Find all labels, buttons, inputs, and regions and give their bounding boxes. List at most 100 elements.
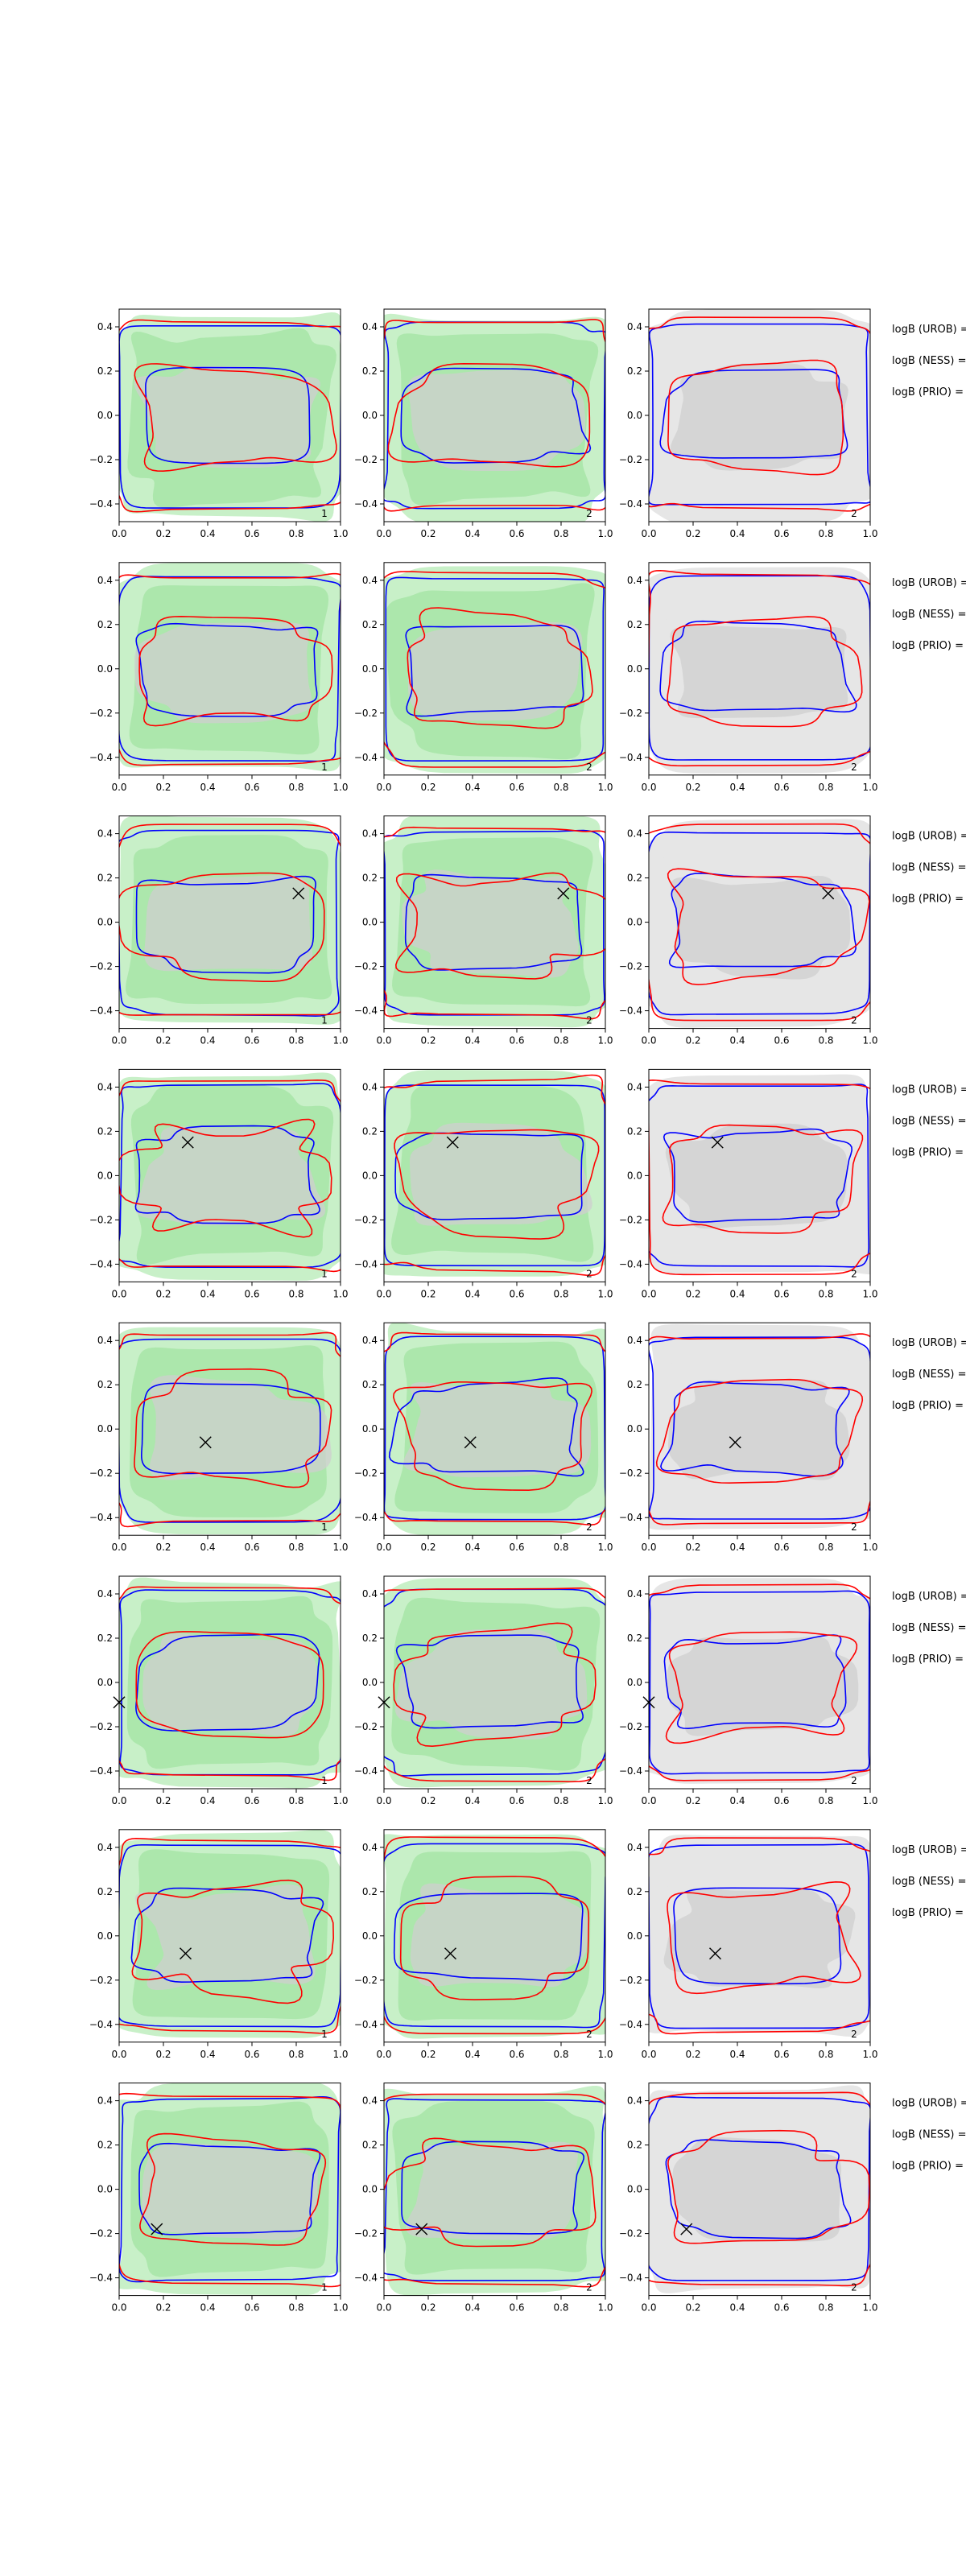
- side-label: logB (NESS) =: [892, 1368, 966, 1381]
- panel-number: 2: [851, 1775, 857, 1786]
- x-tick-label: 0.6: [774, 2302, 789, 2314]
- x-tick-label: 0.8: [818, 2049, 833, 2060]
- y-tick-label: 0.0: [627, 1677, 642, 1688]
- blue-outer-contour: [649, 1084, 869, 1268]
- red-outer-contour: [384, 826, 605, 1020]
- y-tick-label: −0.4: [89, 498, 113, 510]
- y-tick-label: −0.4: [354, 752, 378, 763]
- red-outer-contour: [384, 1331, 605, 1526]
- y-tick-label: −0.4: [354, 1258, 378, 1269]
- panel-grid: 0.0 0.2 0.4 0.6 0.8 1.0−0.4−0.20.00.20.410.0 0…: [89, 308, 878, 2314]
- y-tick-label: −0.2: [619, 961, 642, 972]
- x-tick-label: 0.4: [729, 528, 745, 539]
- panel-r2-c3: 0.0 0.2 0.4 0.6 0.8 1.0 −0.4 −0.2 0.0 0.2 0.4 2: [619, 562, 878, 793]
- x-tick-label: 0.8: [288, 782, 303, 793]
- y-tick-label: −0.2: [619, 1468, 642, 1479]
- x-marker-stroke: [680, 2223, 693, 2235]
- y-tick-label: −0.2: [89, 1721, 113, 1732]
- red-inner-contour: [134, 363, 337, 473]
- y-tick-label: −0.2: [89, 2228, 113, 2240]
- side-label: logB (NESS) =: [892, 1876, 966, 1888]
- plot-area: [649, 1835, 870, 2037]
- red-outer-contour: [649, 2091, 870, 2287]
- x-tick-label: 0.2: [685, 2302, 700, 2314]
- x-tick-label: 0.6: [244, 1542, 259, 1553]
- side-label: logB (NESS) =: [892, 1622, 966, 1634]
- y-tick-label: −0.4: [619, 1258, 642, 1269]
- plot-area: [384, 1578, 605, 1788]
- y-tick-label: 0.2: [97, 873, 113, 884]
- x-tick-label: 0.4: [464, 1542, 480, 1553]
- x-tick-label: 0.8: [553, 1288, 568, 1299]
- x-tick-label: 0.2: [685, 782, 700, 793]
- red-inner-contour: [131, 1879, 335, 2004]
- red-outer-contour: [119, 1079, 341, 1273]
- panel-r6-c1: 0.0 0.2 0.4 0.6 0.8 1.0 −0.4 −0.2 0.0 0.2 0.4 1: [89, 1575, 349, 1806]
- x-tick-label: 0.8: [288, 2049, 303, 2060]
- y-tick-label: 0.2: [362, 873, 378, 884]
- y-tick-label: −0.2: [619, 1721, 642, 1732]
- side-label: logB (PRIO) =: [892, 386, 964, 398]
- x-tick-label: 0.2: [685, 1288, 700, 1299]
- red-inner-contour: [655, 1378, 864, 1484]
- red-outer-contour: [119, 1331, 341, 1528]
- plot-area: [384, 815, 605, 1028]
- y-tick-label: 0.0: [97, 1930, 113, 1942]
- y-tick-label: −0.2: [354, 1975, 378, 1986]
- plot-area: [384, 1834, 605, 2039]
- x-tick-label: 0.6: [774, 2049, 789, 2060]
- blue-inner-contour: [135, 1633, 320, 1732]
- inner-density-region: [134, 365, 320, 469]
- x-marker: [292, 887, 305, 900]
- y-tick-label: 0.0: [97, 2184, 113, 2195]
- y-tick-label: 0.2: [97, 365, 113, 377]
- inner-density-region: [410, 1883, 588, 1988]
- y-tick-label: −0.4: [619, 2019, 642, 2030]
- x-tick-label: 0.2: [420, 2302, 436, 2314]
- inner-density-region: [402, 869, 579, 978]
- y-tick-label: 0.4: [362, 1842, 378, 1853]
- red-outer-contour: [384, 1074, 605, 1277]
- x-marker-stroke: [181, 1136, 194, 1149]
- x-tick-label: 0.2: [420, 2049, 436, 2060]
- x-tick-label: 0.8: [818, 1288, 833, 1299]
- x-tick-label: 0.6: [774, 528, 789, 539]
- panel-r6-c3: 0.0 0.2 0.4 0.6 0.8 1.0 −0.4 −0.2 0.0 0.2 0.4 2: [619, 1575, 878, 1806]
- y-tick-label: 0.4: [362, 1081, 378, 1092]
- y-tick-label: 0.4: [97, 1842, 113, 1853]
- x-tick-label: 0.6: [244, 528, 259, 539]
- x-tick-label: 0.4: [464, 528, 480, 539]
- x-tick-label: 0.6: [244, 1035, 259, 1046]
- y-tick-label: 0.4: [97, 2095, 113, 2107]
- red-inner-contour: [393, 1622, 597, 1748]
- x-tick-label: 1.0: [332, 2302, 348, 2314]
- red-inner-contour: [138, 615, 333, 727]
- x-tick-label: 0.2: [685, 1795, 700, 1806]
- y-tick-label: 0.4: [627, 1842, 642, 1853]
- red-inner-contour: [119, 1118, 332, 1238]
- plot-area: [649, 1578, 870, 1784]
- x-marker-stroke: [199, 1436, 212, 1449]
- panel-r3-c1: 0.0 0.2 0.4 0.6 0.8 1.0 −0.4 −0.2 0.0 0.2 0.4 1: [89, 815, 349, 1046]
- y-tick-label: 0.2: [97, 1633, 113, 1644]
- y-tick-label: −0.4: [354, 498, 378, 510]
- red-outer-contour: [119, 319, 341, 513]
- y-tick-label: −0.2: [354, 961, 378, 972]
- blue-inner-contour: [401, 2140, 585, 2235]
- red-outer-contour: [649, 823, 870, 1022]
- plot-area: [384, 2086, 605, 2296]
- x-tick-label: 0.0: [111, 2302, 126, 2314]
- blue-inner-contour: [135, 622, 319, 717]
- side-label: logB (NESS) =: [892, 862, 966, 874]
- side-label: logB (PRIO) =: [892, 1146, 964, 1158]
- panel-r8-c2: 0.0 0.2 0.4 0.6 0.8 1.0 −0.4 −0.2 0.0 0.2 0.4 2: [354, 2083, 613, 2314]
- side-label: logB (UROB) =: [892, 1844, 966, 1856]
- side-labels: logB (UROB) = logB (NESS) = logB (PRIO) = l…: [892, 324, 966, 2173]
- plot-area: [119, 562, 341, 772]
- inner-density-region: [407, 621, 583, 721]
- x-tick-label: 0.8: [288, 1542, 303, 1553]
- x-tick-label: 0.8: [818, 2302, 833, 2314]
- panel-r7-c2: 0.0 0.2 0.4 0.6 0.8 1.0 −0.4 −0.2 0.0 0.2 0.4 2: [354, 1829, 613, 2060]
- panel-number: 2: [586, 508, 592, 519]
- inner-density-region: [410, 1122, 592, 1226]
